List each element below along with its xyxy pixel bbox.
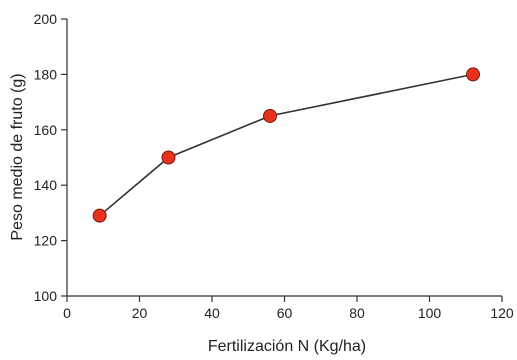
x-tick-label: 60 xyxy=(277,305,293,321)
y-axis-title: Peso medio de fruto (g) xyxy=(9,73,26,240)
y-tick-label: 180 xyxy=(34,66,58,82)
x-tick-label: 40 xyxy=(204,305,220,321)
x-tick-label: 120 xyxy=(490,305,514,321)
x-axis: 0 20 40 60 80 100 120 xyxy=(63,295,514,321)
x-tick-label: 80 xyxy=(349,305,365,321)
y-tick-label: 140 xyxy=(34,177,58,193)
x-axis-title: Fertilización N (Kg/ha) xyxy=(208,338,366,355)
y-tick-label: 160 xyxy=(34,122,58,138)
data-point xyxy=(263,108,277,123)
y-tick-label: 120 xyxy=(34,233,58,249)
data-point xyxy=(92,208,107,223)
y-tick-label: 100 xyxy=(34,288,58,304)
x-tick-label: 100 xyxy=(418,305,442,321)
series-group xyxy=(92,67,480,223)
x-tick-label: 0 xyxy=(63,305,71,321)
y-axis: 100 120 140 160 180 200 xyxy=(34,11,68,304)
data-point xyxy=(466,67,480,82)
series-line xyxy=(99,73,474,217)
y-tick-label: 200 xyxy=(34,11,58,27)
data-point xyxy=(161,150,176,165)
x-tick-label: 20 xyxy=(132,305,148,321)
